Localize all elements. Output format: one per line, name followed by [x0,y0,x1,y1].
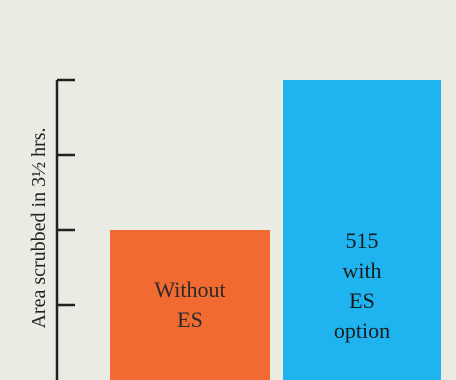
bars-group [110,80,441,380]
bar-labels-group: Without ES 515 with ES option [154,228,390,343]
bar-1-label-line-1: Without [154,277,225,302]
bar-1 [110,230,270,380]
bar-1-label-line-2: ES [177,307,203,332]
y-axis [55,78,75,380]
bar-2 [283,80,441,380]
bar-2-label-line-3: ES [349,288,375,313]
y-axis-label: Area scrubbed in 3½ hrs. [28,127,50,328]
bar-2-label-line-4: option [334,318,390,343]
bar-2-label-line-2: with [342,258,381,283]
bar-2-label-line-1: 515 [346,228,379,253]
